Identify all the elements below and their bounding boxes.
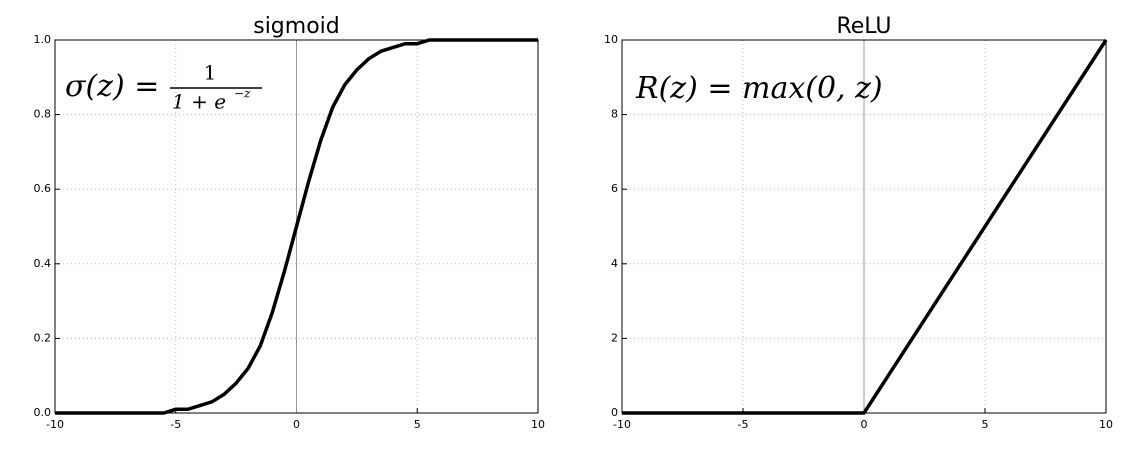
chart-title: sigmoid <box>253 14 340 39</box>
formula-exponent: −z <box>234 87 251 101</box>
y-tick-label: 0.0 <box>34 406 52 419</box>
y-tick-label: 0.8 <box>34 108 52 121</box>
y-tick-label: 0.2 <box>34 331 52 344</box>
axes-frame <box>621 39 1107 414</box>
y-tick-label: 2 <box>611 331 618 344</box>
x-tick-label: -5 <box>738 418 749 431</box>
formula-numerator: 1 <box>204 61 217 85</box>
y-tick-label: 6 <box>611 182 618 195</box>
y-tick-label: 10 <box>604 33 618 46</box>
x-tick-label: 0 <box>861 418 868 431</box>
formula: R(z) = max(0, z) <box>635 71 883 106</box>
axes-frame <box>54 39 539 414</box>
x-tick-label: -10 <box>46 418 64 431</box>
y-tick-label: 1.0 <box>34 33 52 46</box>
y-tick-label: 0 <box>611 406 618 419</box>
x-tick-label: -10 <box>613 418 631 431</box>
y-tick-label: 4 <box>611 257 618 270</box>
x-tick-label: 5 <box>982 418 989 431</box>
y-tick-label: 0.6 <box>34 182 52 195</box>
x-tick-label: 5 <box>414 418 421 431</box>
x-tick-label: 10 <box>1099 418 1113 431</box>
formula-denominator: 1 + e <box>172 90 226 114</box>
x-tick-label: 10 <box>531 418 545 431</box>
formula-lhs: σ(z) = <box>65 69 159 104</box>
x-tick-label: -5 <box>170 418 181 431</box>
x-tick-label: 0 <box>293 418 300 431</box>
chart-title: ReLU <box>836 14 891 39</box>
y-tick-label: 0.4 <box>34 257 52 270</box>
y-tick-label: 8 <box>611 108 618 121</box>
